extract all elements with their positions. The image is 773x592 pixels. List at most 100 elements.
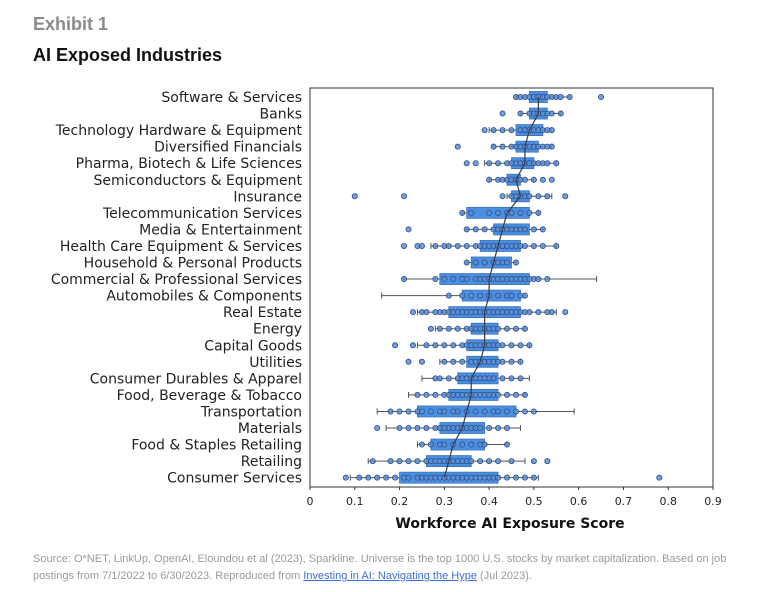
category-group	[463, 157, 560, 170]
category-label: Consumer Durables & Apparel	[90, 371, 302, 387]
category-label: Capital Goods	[204, 338, 302, 354]
data-point	[405, 226, 412, 233]
data-point	[535, 309, 542, 316]
data-point	[454, 325, 461, 332]
data-point	[477, 292, 484, 299]
data-point	[356, 474, 363, 481]
category-group	[342, 471, 663, 484]
data-point	[562, 309, 569, 316]
data-point	[392, 474, 399, 481]
data-point	[401, 193, 408, 200]
data-point	[508, 209, 515, 216]
data-point	[418, 242, 425, 249]
data-point	[450, 358, 457, 365]
category-group	[351, 190, 569, 203]
data-point	[521, 242, 528, 249]
data-point	[504, 259, 511, 266]
data-point	[468, 209, 475, 216]
data-point	[396, 424, 403, 431]
category-group	[374, 422, 521, 434]
category-group	[463, 256, 519, 269]
category-group	[499, 107, 564, 120]
data-point	[548, 176, 555, 183]
data-point	[548, 110, 555, 117]
data-point	[495, 325, 502, 332]
data-point	[517, 358, 524, 365]
category-group	[405, 223, 546, 236]
data-point	[490, 375, 497, 382]
data-point	[472, 408, 479, 415]
category-group	[486, 173, 555, 186]
data-point	[495, 160, 502, 167]
data-point	[499, 143, 506, 150]
data-point	[468, 292, 475, 299]
x-tick-label: 0.8	[659, 495, 677, 508]
data-point	[521, 391, 528, 398]
data-point	[481, 441, 488, 448]
data-point	[481, 259, 488, 266]
data-point	[530, 226, 537, 233]
data-point	[526, 209, 533, 216]
category-group	[409, 306, 569, 319]
data-point	[445, 325, 452, 332]
data-point	[499, 375, 506, 382]
category-group	[416, 438, 511, 451]
data-point	[427, 408, 434, 415]
data-point	[423, 309, 430, 316]
data-point	[463, 160, 470, 167]
data-point	[472, 259, 479, 266]
x-tick-label: 0	[307, 495, 314, 508]
data-point	[441, 342, 448, 349]
data-point	[463, 242, 470, 249]
source-link[interactable]: Investing in AI: Navigating the Hype	[303, 570, 477, 582]
category-group	[427, 322, 528, 335]
data-point	[477, 458, 484, 465]
median-line	[443, 97, 539, 478]
data-point	[392, 342, 399, 349]
category-label: Retailing	[241, 454, 302, 470]
data-point	[481, 127, 488, 134]
data-point	[454, 242, 461, 249]
data-point	[535, 193, 542, 200]
category-label: Telecommunication Services	[102, 206, 302, 222]
data-point	[521, 325, 528, 332]
category-group	[421, 372, 530, 385]
data-point	[418, 441, 425, 448]
category-label: Real Estate	[223, 305, 302, 321]
data-point	[374, 424, 381, 431]
data-point	[521, 474, 528, 481]
data-point	[598, 94, 605, 101]
category-label: Media & Entertainment	[139, 222, 302, 238]
data-point	[405, 358, 412, 365]
data-point	[544, 160, 551, 167]
data-point	[351, 193, 358, 200]
data-point	[495, 391, 502, 398]
data-point	[463, 276, 470, 283]
x-tick-label: 0.1	[346, 495, 364, 508]
data-point	[445, 292, 452, 299]
data-point	[445, 242, 452, 249]
data-point	[441, 276, 448, 283]
category-group	[367, 455, 551, 468]
data-point	[530, 242, 537, 249]
data-point	[342, 474, 349, 481]
data-point	[486, 209, 493, 216]
category-group	[392, 339, 533, 352]
data-point	[495, 408, 502, 415]
data-point	[374, 474, 381, 481]
category-label: Household & Personal Products	[84, 256, 302, 272]
data-point	[504, 441, 511, 448]
x-tick-label: 0.4	[480, 495, 498, 508]
data-point	[499, 342, 506, 349]
data-point	[495, 292, 502, 299]
data-point	[504, 424, 511, 431]
data-point	[468, 441, 475, 448]
data-point	[481, 226, 488, 233]
category-label: Banks	[260, 107, 302, 123]
data-point	[504, 474, 511, 481]
data-point	[508, 127, 515, 134]
x-tick-label: 0.6	[570, 495, 588, 508]
data-point	[521, 292, 528, 299]
data-point	[544, 276, 551, 283]
data-point	[405, 458, 412, 465]
